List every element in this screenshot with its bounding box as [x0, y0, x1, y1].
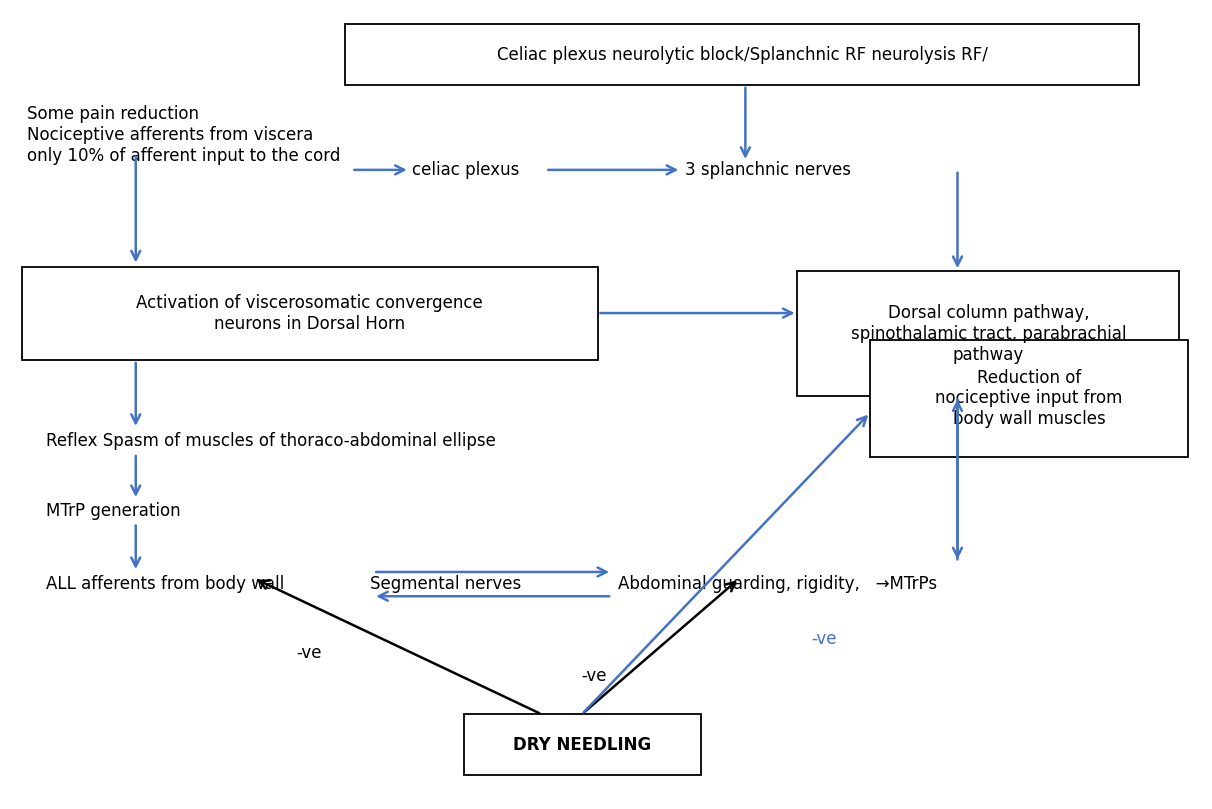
Text: Some pain reduction
Nociceptive afferents from viscera
only 10% of afferent inpu: Some pain reduction Nociceptive afferent… [27, 105, 341, 165]
Text: celiac plexus: celiac plexus [412, 161, 520, 179]
Text: Abdominal guarding, rigidity,   →MTrPs: Abdominal guarding, rigidity, →MTrPs [618, 575, 937, 593]
Text: Segmental nerves: Segmental nerves [370, 575, 521, 593]
Text: -ve: -ve [581, 667, 607, 684]
FancyBboxPatch shape [22, 267, 598, 360]
Text: Reflex Spasm of muscles of thoraco-abdominal ellipse: Reflex Spasm of muscles of thoraco-abdom… [46, 432, 496, 450]
Text: -ve: -ve [811, 630, 837, 648]
Text: 3 splanchnic nerves: 3 splanchnic nerves [685, 161, 851, 179]
FancyBboxPatch shape [464, 714, 701, 775]
FancyBboxPatch shape [870, 340, 1188, 457]
Text: MTrP generation: MTrP generation [46, 502, 181, 520]
Text: Activation of viscerosomatic convergence
neurons in Dorsal Horn: Activation of viscerosomatic convergence… [136, 294, 484, 332]
FancyBboxPatch shape [797, 271, 1179, 396]
Text: Dorsal column pathway,
spinothalamic tract, parabrachial
pathway: Dorsal column pathway, spinothalamic tra… [851, 304, 1126, 363]
FancyBboxPatch shape [345, 24, 1139, 85]
Text: ALL afferents from body wall: ALL afferents from body wall [46, 575, 285, 593]
Text: -ve: -ve [296, 644, 322, 662]
Text: Reduction of
nociceptive input from
body wall muscles: Reduction of nociceptive input from body… [936, 369, 1122, 428]
Text: Celiac plexus neurolytic block/Splanchnic RF neurolysis RF/: Celiac plexus neurolytic block/Splanchni… [497, 45, 988, 64]
Text: DRY NEEDLING: DRY NEEDLING [513, 735, 652, 754]
